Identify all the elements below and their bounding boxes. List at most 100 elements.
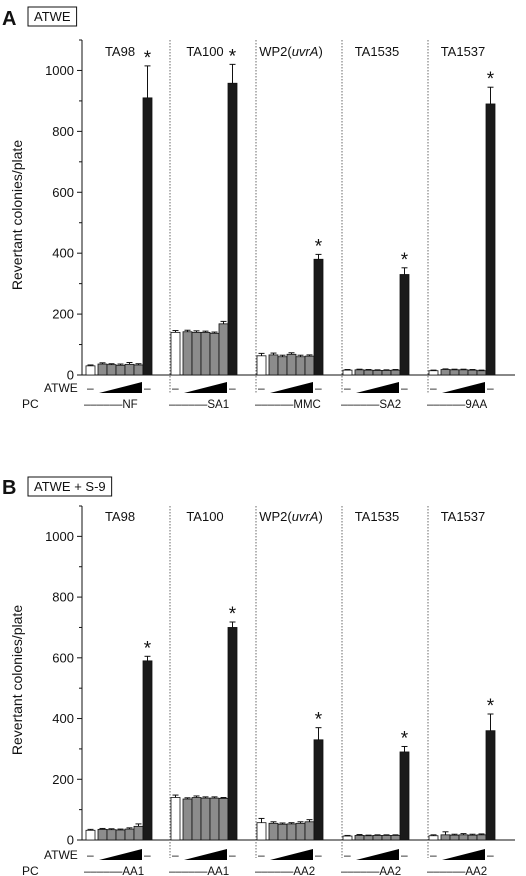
treatment-bar <box>200 331 211 376</box>
pc-label: ––––––SA2 <box>341 399 401 411</box>
treatment-bar <box>390 369 401 376</box>
y-tick-label: 1000 <box>45 63 74 78</box>
negative-control-bar <box>428 835 439 841</box>
y-tick-label: 600 <box>52 185 74 200</box>
strain-label: WP2(uvrA) <box>259 44 323 59</box>
strain-label: TA1535 <box>355 509 400 524</box>
strain-label: TA98 <box>105 509 135 524</box>
strain-label-plain: WP2( <box>259 509 292 524</box>
positive-control-bar <box>142 97 153 376</box>
treatment-bar <box>363 835 374 841</box>
atwe-row-label: ATWE <box>44 848 78 862</box>
treatment-bar <box>133 364 144 376</box>
y-tick-label: 200 <box>52 307 74 322</box>
dose-wedge <box>184 382 227 393</box>
treatment-bar <box>286 353 297 376</box>
pc-row-label: PC <box>22 864 39 876</box>
treatment-bar <box>476 834 487 841</box>
positive-control-bar <box>227 627 238 841</box>
strain-label-italic: uvrA <box>292 509 319 524</box>
pc-label: ––––––AA2 <box>255 866 315 876</box>
positive-control-bar <box>227 82 238 376</box>
pc-label: ––––––AA2 <box>341 866 401 876</box>
treatment-bar <box>467 369 478 376</box>
dose-wedge <box>270 849 313 860</box>
y-tick-label: 0 <box>67 368 74 383</box>
strain-label-plain: TA98 <box>105 44 135 59</box>
strain-label: TA98 <box>105 44 135 59</box>
treatment-bar <box>363 369 374 376</box>
strain-group: TA98 *– –––––––NF <box>84 44 153 411</box>
positive-control-bar <box>485 103 496 376</box>
negative-control-bar <box>85 829 96 841</box>
negative-control-bar <box>342 369 353 376</box>
treatment-bar <box>476 370 487 376</box>
strain-label-plain: TA98 <box>105 509 135 524</box>
strain-group: WP2(uvrA) * – – ––––––MMC <box>255 44 324 411</box>
significance-star: * <box>229 46 237 67</box>
y-axis-label: Revertant colonies/plate <box>9 605 25 755</box>
atwe-positive-dash: – <box>487 848 494 862</box>
treatment-bar <box>268 354 279 376</box>
negative-control-bar <box>256 822 267 841</box>
treatment-bar <box>209 797 220 841</box>
strain-label-plain: TA1535 <box>355 509 400 524</box>
atwe-positive-dash: – <box>229 381 236 395</box>
pc-label: ––––––NF <box>84 399 138 411</box>
atwe-negative-dash: – <box>344 381 351 395</box>
strain-label: TA1535 <box>355 44 400 59</box>
dose-wedge <box>356 849 399 860</box>
treatment-bar <box>304 355 315 376</box>
strain-group: TA100*– –––––––AA1 <box>169 509 238 876</box>
atwe-positive-dash: – <box>229 848 236 862</box>
negative-control-bar <box>85 365 96 376</box>
treatment-bar <box>191 331 202 376</box>
strain-label-plain: TA1535 <box>355 44 400 59</box>
strain-group: TA100 *– –––––––SA1 <box>169 44 238 411</box>
positive-control-bar <box>399 751 410 841</box>
y-tick-label: 400 <box>52 711 74 726</box>
strain-group: TA1535*– –––––––AA2 <box>341 509 410 876</box>
y-tick-label: 400 <box>52 246 74 261</box>
treatment-bar <box>390 835 401 841</box>
positive-control-bar <box>399 274 410 376</box>
atwe-negative-dash: – <box>258 848 265 862</box>
treatment-bar <box>295 822 306 841</box>
treatment-bar <box>97 363 108 376</box>
strain-label-plain: TA100 <box>186 509 223 524</box>
strain-label-plain: TA1537 <box>441 509 486 524</box>
treatment-bar <box>182 798 193 841</box>
positive-control-bar <box>313 739 324 841</box>
pc-label: ––––––AA1 <box>169 866 229 876</box>
significance-star: * <box>315 710 323 731</box>
strain-group: TA1535*– –––––––SA2 <box>341 44 410 411</box>
atwe-negative-dash: – <box>430 848 437 862</box>
treatment-bar <box>191 797 202 841</box>
treatment-bar <box>440 369 451 376</box>
y-tick-label: 600 <box>52 650 74 665</box>
y-tick-label: 800 <box>52 124 74 139</box>
treatment-bar <box>458 369 469 376</box>
treatment-bar <box>106 364 117 376</box>
treatment-bar <box>182 331 193 376</box>
pc-label: ––––––AA2 <box>427 866 487 876</box>
atwe-negative-dash: – <box>87 381 94 395</box>
strain-label-italic: uvrA <box>292 44 319 59</box>
positive-control-bar <box>142 660 153 841</box>
positive-control-bar <box>485 730 496 841</box>
treatment-bar <box>218 323 229 376</box>
dose-wedge <box>442 849 485 860</box>
positive-control-bar <box>313 258 324 376</box>
dose-wedge <box>356 382 399 393</box>
strain-group: TA1537*– –––––––AA2 <box>427 509 496 876</box>
panel-title: ATWE <box>34 9 71 24</box>
atwe-positive-dash: – <box>487 381 494 395</box>
y-tick-label: 1000 <box>45 529 74 544</box>
treatment-bar <box>124 363 135 376</box>
pc-label: ––––––MMC <box>255 399 321 411</box>
treatment-bar <box>372 835 383 841</box>
negative-control-bar <box>428 370 439 376</box>
treatment-bar <box>124 828 135 841</box>
atwe-positive-dash: – <box>315 848 322 862</box>
treatment-bar <box>209 332 220 376</box>
